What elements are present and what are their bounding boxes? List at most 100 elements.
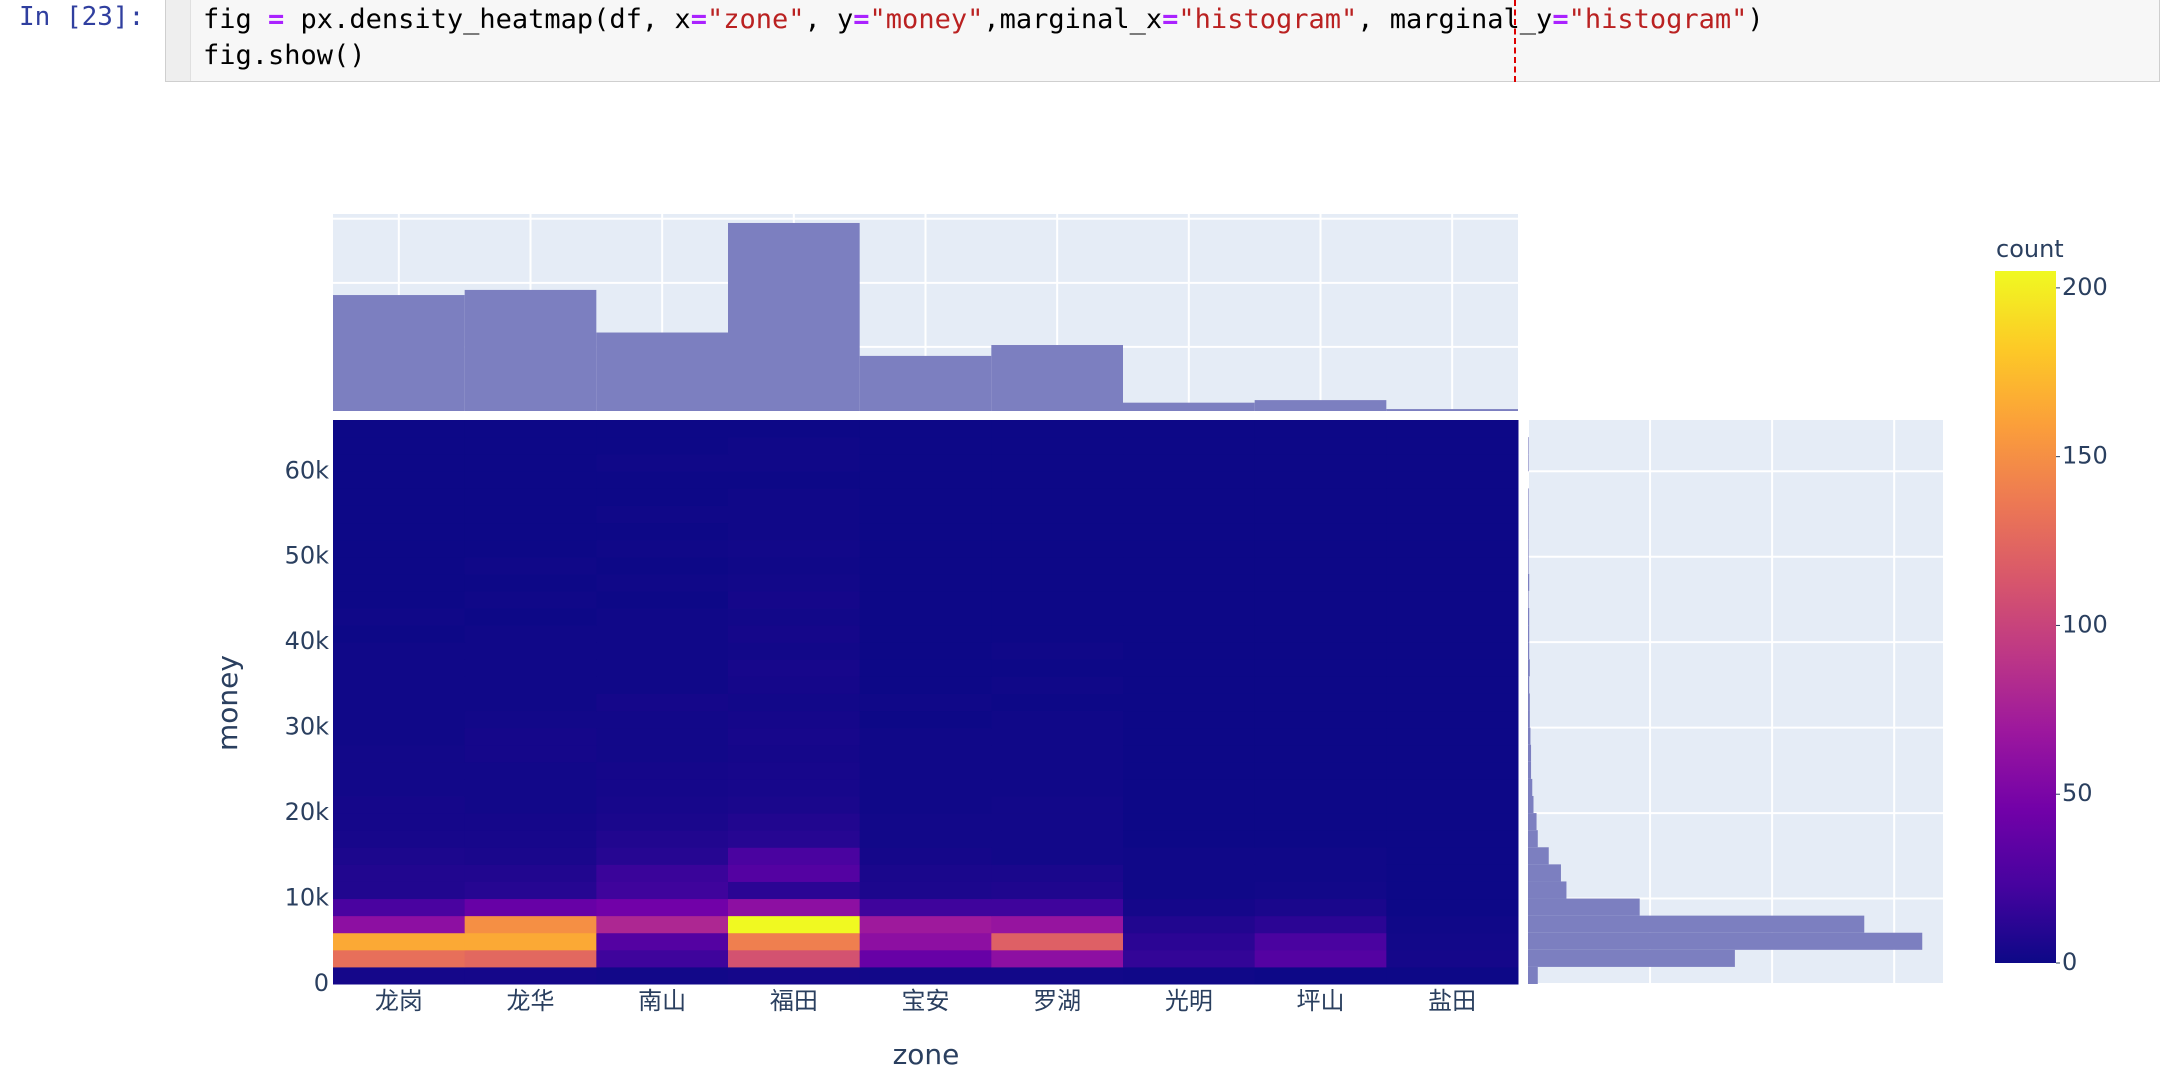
marginal-y-bar: [1528, 573, 1530, 591]
heatmap-cell: [991, 454, 1124, 472]
heatmap-cell: [1123, 522, 1256, 541]
heatmap-cell: [859, 813, 992, 831]
code-token: "money": [869, 4, 984, 35]
y-tick-label: 10k: [285, 884, 330, 912]
heatmap-cell: [728, 539, 861, 558]
marginal-y-bar: [1528, 437, 1529, 455]
heatmap-cell: [1123, 864, 1256, 882]
heatmap-cell: [464, 437, 597, 455]
heatmap-cell: [728, 471, 861, 489]
heatmap-cell: [728, 881, 861, 900]
heatmap-cell: [1254, 796, 1387, 814]
colorbar-tick-label: 200: [2062, 273, 2108, 301]
y-tick-label: 60k: [285, 456, 330, 484]
heatmap-cell: [333, 590, 466, 609]
code-token: , marginal_y: [1357, 4, 1553, 35]
heatmap-cell: [1123, 642, 1256, 660]
heatmap-cell: [464, 608, 597, 626]
heatmap-cell: [1123, 727, 1256, 746]
heatmap-cell: [991, 420, 1124, 438]
heatmap-cell: [991, 488, 1124, 506]
heatmap-cell: [596, 813, 729, 831]
heatmap-cell: [728, 813, 861, 831]
heatmap-cell: [728, 676, 861, 694]
x-tick-label: 罗湖: [1033, 987, 1081, 1015]
heatmap-cell: [991, 676, 1124, 694]
heatmap-cell: [991, 778, 1124, 797]
heatmap-cell: [859, 573, 992, 592]
heatmap-cell: [464, 830, 597, 848]
heatmap-cell: [464, 539, 597, 558]
heatmap-cell: [464, 522, 597, 541]
heatmap-cell: [991, 881, 1124, 900]
heatmap-cell: [859, 727, 992, 746]
heatmap-cell: [596, 608, 729, 626]
heatmap-cell: [859, 539, 992, 558]
heatmap-cell: [464, 710, 597, 729]
heatmap-cell: [1386, 932, 1519, 951]
marginal-y-bar: [1528, 727, 1531, 745]
colorbar-tick-label: 150: [2062, 442, 2108, 470]
code-token: =: [1162, 4, 1179, 35]
marginal-x-bar: [1254, 400, 1387, 411]
code: fig = px.density_heatmap(df, x="zone", y…: [203, 2, 1764, 74]
heatmap-cell: [728, 727, 861, 746]
heatmap-cell: [991, 966, 1124, 985]
heatmap-cell: [333, 864, 466, 882]
heatmap-cell: [596, 437, 729, 455]
heatmap-cell: [333, 420, 466, 438]
heatmap-cell: [1386, 949, 1519, 968]
heatmap-cell: [1254, 488, 1387, 506]
code-token: ): [1747, 4, 1764, 35]
heatmap-cell: [991, 471, 1124, 489]
x-tick-label: 福田: [770, 987, 818, 1015]
colorbar-tick-label: 50: [2062, 779, 2093, 807]
heatmap-cell: [1254, 608, 1387, 626]
marginal-y-bar: [1528, 710, 1530, 728]
heatmap-cell: [1254, 710, 1387, 729]
code-line: fig.show(): [203, 38, 1764, 74]
heatmap-cell: [1123, 454, 1256, 472]
heatmap-cell: [859, 744, 992, 763]
heatmap-cell: [859, 693, 992, 712]
heatmap-cell: [991, 796, 1124, 814]
heatmap-cell: [596, 864, 729, 882]
heatmap-cell: [991, 949, 1124, 968]
heatmap-cell: [464, 813, 597, 831]
heatmap-cell: [859, 847, 992, 865]
code-cell[interactable]: fig = px.density_heatmap(df, x="zone", y…: [165, 0, 2160, 82]
heatmap-cell: [333, 949, 466, 968]
heatmap-cell: [333, 659, 466, 677]
heatmap-cell: [464, 488, 597, 506]
marginal-y-bar: [1528, 932, 1923, 950]
heatmap-cell: [596, 659, 729, 677]
cell-gutter: [166, 0, 191, 81]
marginal-x-bar: [728, 222, 860, 411]
heatmap-cell: [1386, 693, 1519, 712]
heatmap-cell: [464, 949, 597, 968]
code-token: =: [1552, 4, 1569, 35]
heatmap-cell: [333, 505, 466, 524]
colorbar-title: count: [1996, 235, 2064, 263]
heatmap-cell: [859, 522, 992, 541]
heatmap-cell: [1254, 727, 1387, 746]
marginal-y-bar: [1528, 761, 1532, 779]
x-tick-label: 光明: [1165, 987, 1213, 1015]
heatmap-cell: [1386, 966, 1519, 985]
heatmap-cell: [464, 471, 597, 489]
heatmap-cell: [991, 915, 1124, 934]
heatmap-cell: [991, 659, 1124, 677]
heatmap-cell: [859, 966, 992, 985]
marginal-y-bar: [1528, 539, 1529, 557]
heatmap-cell: [728, 590, 861, 609]
heatmap-cell: [859, 625, 992, 643]
heatmap-cell: [1123, 539, 1256, 558]
code-token: =: [853, 4, 870, 35]
code-token: ,marginal_x: [983, 4, 1163, 35]
heatmap-cell: [728, 932, 861, 951]
heatmap-cell: [596, 488, 729, 506]
heatmap-cell: [859, 659, 992, 677]
heatmap-cell: [991, 539, 1124, 558]
marginal-y-bar: [1528, 864, 1561, 882]
heatmap-cell: [333, 642, 466, 660]
